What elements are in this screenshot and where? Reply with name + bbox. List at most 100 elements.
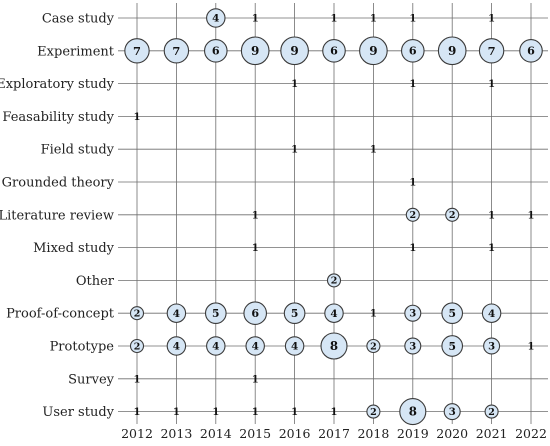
row-label-prototype: Prototype [50,340,115,355]
bubble-value: 3 [409,309,416,320]
bubble-value: 2 [488,407,495,418]
bubble-case-study-2018: 1 [370,14,377,25]
bubble-circle [404,337,422,355]
bubble-value: 4 [212,13,219,25]
bubble-circle [483,337,501,355]
bubble-experiment-2017: 6 [322,38,346,63]
bubble-circle [283,302,306,325]
bubble-value: 4 [173,341,180,353]
bubble-value: 6 [251,307,259,320]
bubble-proof-of-concept-2017: 4 [324,303,344,323]
bubble-literature-review-2015: 1 [252,210,259,221]
bubble-value: 6 [527,45,535,58]
bubble-value: 3 [488,342,495,353]
row-label-user-study: User study [42,405,114,420]
bubble-circle [366,404,381,419]
bubble-value: 2 [449,210,456,221]
bubble-value: 6 [330,45,338,58]
bubble-value: 1 [488,79,495,90]
bubble-case-study-2014: 4 [206,8,226,28]
bubble-circle [166,303,187,323]
bubble-mixed-study-2019: 1 [409,243,416,254]
bubble-value: 7 [488,44,496,58]
bubble-circle [445,207,460,222]
year-label-2022: 2022 [515,426,547,441]
year-label-2021: 2021 [476,426,508,441]
bubble-value: 7 [133,44,141,58]
bubble-prototype-2015: 4 [245,336,265,356]
bubble-user-study-2015: 1 [252,407,259,418]
bubble-value: 2 [331,276,338,287]
bubble-value: 5 [448,340,455,353]
bubble-experiment-2014: 6 [203,38,228,63]
bubble-literature-review-2021: 1 [488,210,495,221]
bubble-prototype-2016: 4 [284,336,305,356]
bubble-user-study-2014: 1 [212,407,219,418]
bubble-proof-of-concept-2020: 5 [441,302,464,325]
bubble-circle [320,332,348,360]
bubble-circle [206,336,226,356]
bubble-circle [437,36,467,66]
bubble-proof-of-concept-2012: 2 [129,306,145,321]
bubble-value: 2 [134,309,141,320]
bubble-feasability-study-2012: 1 [134,112,141,123]
bubble-circle [245,336,265,356]
bubble-value: 4 [252,341,259,353]
year-label-2017: 2017 [318,426,350,441]
bubble-value: 1 [409,178,416,189]
row-label-exploratory-study: Exploratory study [0,77,115,92]
bubble-experiment-2018: 9 [359,36,388,66]
bubble-circle [166,336,187,356]
year-label-2018: 2018 [357,426,389,441]
bubble-circle [405,207,420,222]
bubble-value: 1 [528,210,535,221]
bubble-value: 1 [488,243,495,254]
bubble-experiment-2016: 9 [280,36,309,66]
bubble-circle [399,398,427,426]
bubble-proof-of-concept-2019: 3 [404,304,422,322]
bubble-circle [203,38,228,63]
bubble-value: 1 [252,243,259,254]
bubble-proof-of-concept-2013: 4 [166,303,187,323]
bubble-circle [129,306,145,321]
bubble-prototype-2013: 4 [166,336,187,356]
bubble-value: 1 [291,145,298,156]
bubble-user-study-2017: 1 [331,407,338,418]
bubble-circle [400,38,425,63]
year-label-2012: 2012 [121,426,153,441]
bubble-experiment-2013: 7 [163,38,190,64]
bubble-value: 6 [409,45,417,58]
bubble-circle [519,38,543,63]
bubble-value: 1 [331,407,338,418]
bubble-case-study-2015: 1 [252,14,259,25]
year-labels: 2012 2013 2014 2015 2016 2017 2018 2019 2020 2021… [121,426,547,441]
year-label-2015: 2015 [239,426,271,441]
bubble-value: 1 [331,14,338,25]
bubble-value: 1 [134,374,141,385]
year-label-2019: 2019 [397,426,429,441]
bubble-exploratory-study-2016: 1 [291,79,298,90]
year-label-2020: 2020 [436,426,468,441]
row-label-experiment: Experiment [37,44,115,59]
bubble-value: 4 [291,341,298,353]
bubble-value: 1 [212,407,219,418]
bubble-circle [443,403,461,421]
bubble-value: 7 [172,44,180,58]
bubble-circle [326,273,342,288]
bubble-literature-review-2022: 1 [528,210,535,221]
bubble-value: 1 [488,210,495,221]
bubble-circle [366,338,381,354]
bubble-value: 5 [291,307,298,320]
bubble-circle [243,301,268,326]
bubble-circle [481,303,502,323]
grid-lines [118,3,548,424]
bubble-experiment-2012: 7 [124,38,150,64]
year-label-2016: 2016 [279,426,311,441]
bubble-other-2017: 2 [326,273,342,288]
bubble-value: 4 [330,308,337,320]
bubble-circle [206,8,226,28]
bubble-value: 3 [409,342,416,353]
bubble-prototype-2020: 5 [441,335,464,357]
bubble-value: 5 [448,307,455,320]
